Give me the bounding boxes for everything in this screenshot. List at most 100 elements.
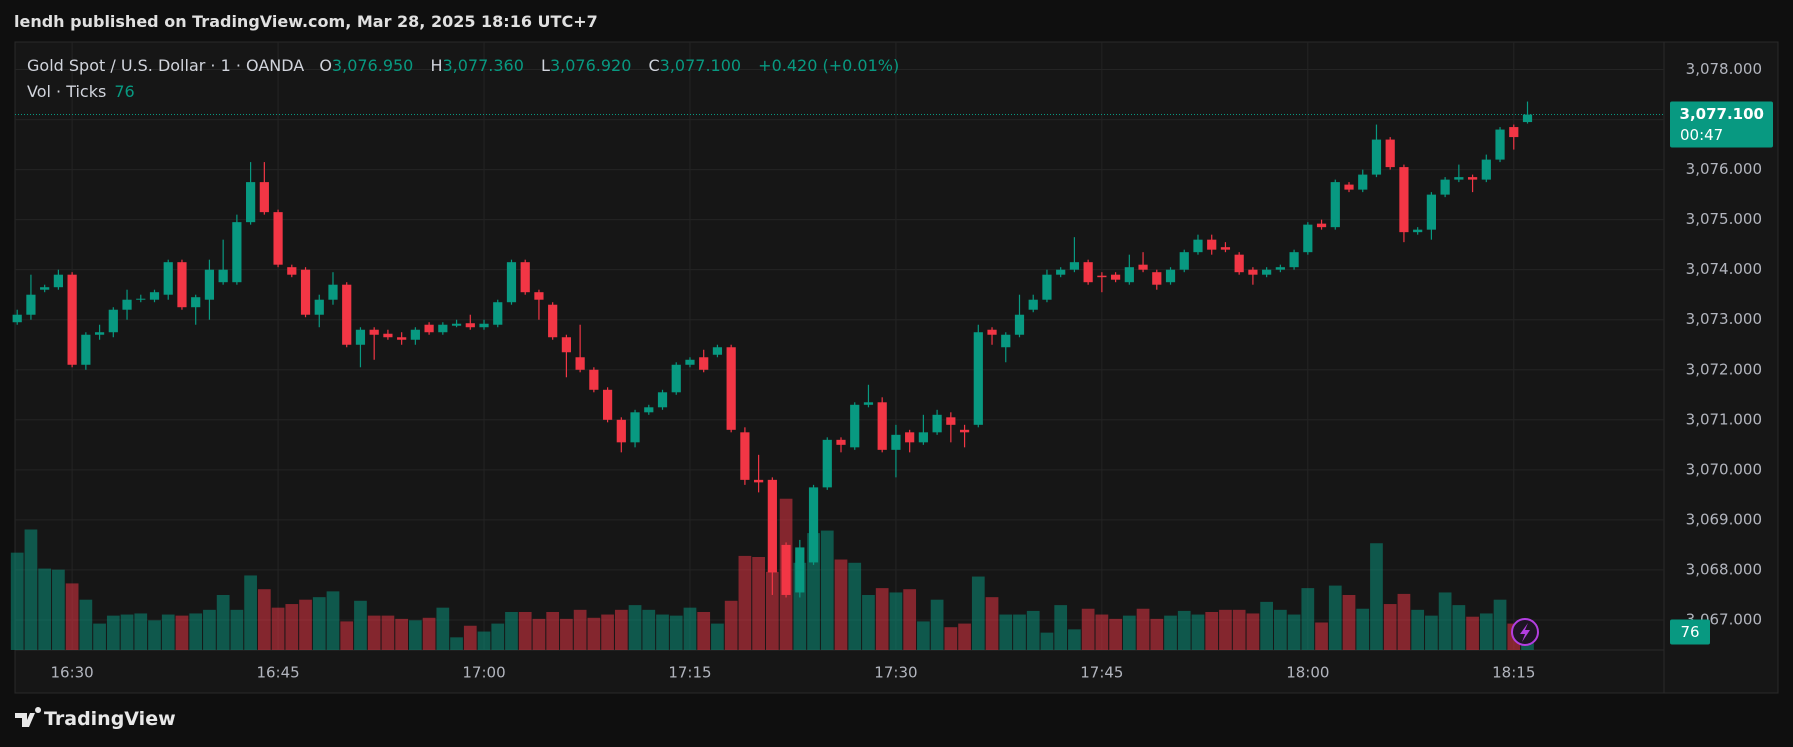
x-tick-label: 16:45 (256, 664, 299, 682)
price-legend: Gold Spot / U.S. Dollar · 1 · OANDA O3,0… (27, 53, 911, 79)
candle-body (67, 274, 77, 365)
candle-body (767, 479, 777, 573)
volume-title: Vol · Ticks (27, 82, 107, 101)
axes-layer: 3,067.0003,068.0003,069.0003,070.0003,07… (15, 60, 1773, 682)
volume-bar (656, 614, 669, 650)
ohlc-key: O (319, 56, 332, 75)
volume-bar (230, 609, 244, 650)
candle-body (1056, 269, 1066, 275)
chart-frame (14, 41, 1779, 694)
volume-bar (765, 571, 779, 650)
candle-body (918, 432, 928, 443)
volume-bar (1411, 609, 1425, 650)
candle-body (1454, 177, 1464, 180)
candle-body (1495, 129, 1505, 160)
volume-bar (161, 614, 175, 650)
candle-body (149, 292, 160, 300)
volume-bar (1438, 592, 1452, 650)
volume-bar (889, 592, 903, 650)
candle-body (534, 292, 544, 300)
candle-body (657, 392, 668, 408)
change: +0.420 (+0.01%) (758, 56, 900, 75)
candle-body (1344, 184, 1354, 190)
candle-body (822, 439, 832, 488)
candle-body (671, 364, 681, 393)
candle-body (369, 329, 379, 335)
volume-bar (573, 609, 587, 650)
volume-bar (10, 552, 24, 650)
ohlc-value: 3,077.360 (442, 56, 524, 75)
candle-body (946, 417, 956, 425)
volume-bar (1177, 610, 1191, 650)
volume-bar (711, 623, 724, 650)
candle-body (905, 432, 915, 443)
candle-body (699, 357, 709, 370)
candle-body (383, 333, 393, 338)
volume-bar (477, 631, 491, 650)
volume-bar (134, 613, 148, 650)
candle-body (1358, 174, 1368, 190)
ohlc-key: C (648, 56, 660, 75)
candle-body (616, 419, 626, 443)
y-tick-label: 3,070.000 (1686, 460, 1762, 478)
volume-bar (271, 607, 285, 650)
countdown: 00:47 (1680, 126, 1723, 144)
volume-bar (244, 575, 257, 650)
volume-bar (518, 612, 532, 650)
candle-body (754, 479, 764, 483)
volume-bar (1315, 622, 1328, 650)
volume-bar (532, 618, 546, 650)
volume-bar (52, 569, 65, 650)
volume-bar (999, 614, 1013, 650)
volume-bar (642, 609, 656, 650)
candle-body (1248, 269, 1258, 275)
candle-body (1028, 299, 1038, 310)
volume-bar (697, 612, 711, 650)
ohlc-value: 3,076.950 (331, 56, 414, 75)
volume-bar (505, 612, 518, 650)
volume-bar (1260, 601, 1273, 650)
candle-body (1111, 274, 1121, 280)
candle-body (1426, 194, 1436, 230)
volume-bar (148, 620, 161, 650)
candle-body (863, 402, 874, 405)
volume-bar (614, 609, 628, 650)
candle-body (1097, 275, 1107, 278)
candle-body (191, 297, 201, 308)
volume-bar (1301, 588, 1315, 650)
volume-bar (106, 615, 120, 650)
y-tick-label: 3,072.000 (1686, 360, 1762, 378)
x-tick-label: 17:00 (462, 664, 505, 682)
volume-bar (491, 623, 505, 650)
volume-bar (203, 609, 216, 650)
volume-bar (1452, 605, 1466, 650)
candle-body (438, 324, 448, 333)
ohlc-key: L (541, 56, 550, 75)
candle-body (246, 182, 256, 223)
candle-body (602, 389, 613, 420)
volume-bar (189, 613, 203, 650)
volume-bar (299, 599, 312, 650)
candle-body (1207, 239, 1217, 250)
volume-last: 76 (114, 82, 135, 101)
candle-body (589, 369, 599, 390)
candle-body (465, 323, 475, 328)
volume-bar (560, 618, 573, 650)
volume-bar (1219, 609, 1232, 650)
candle-body (1275, 267, 1285, 270)
candle-body (1289, 252, 1299, 268)
candle-body (218, 269, 228, 283)
candle-body (795, 547, 805, 593)
volume-bar (587, 617, 601, 650)
candle-body (1371, 139, 1382, 175)
volume-bar (1205, 612, 1219, 650)
volume-bar (1068, 629, 1081, 650)
volume-bar (1232, 609, 1246, 650)
candle-body (932, 414, 942, 433)
candle-body (136, 298, 146, 300)
brand-logo (15, 707, 42, 727)
volume-bar (1287, 614, 1301, 650)
volume-bar (862, 594, 875, 650)
candle-body (520, 262, 530, 293)
